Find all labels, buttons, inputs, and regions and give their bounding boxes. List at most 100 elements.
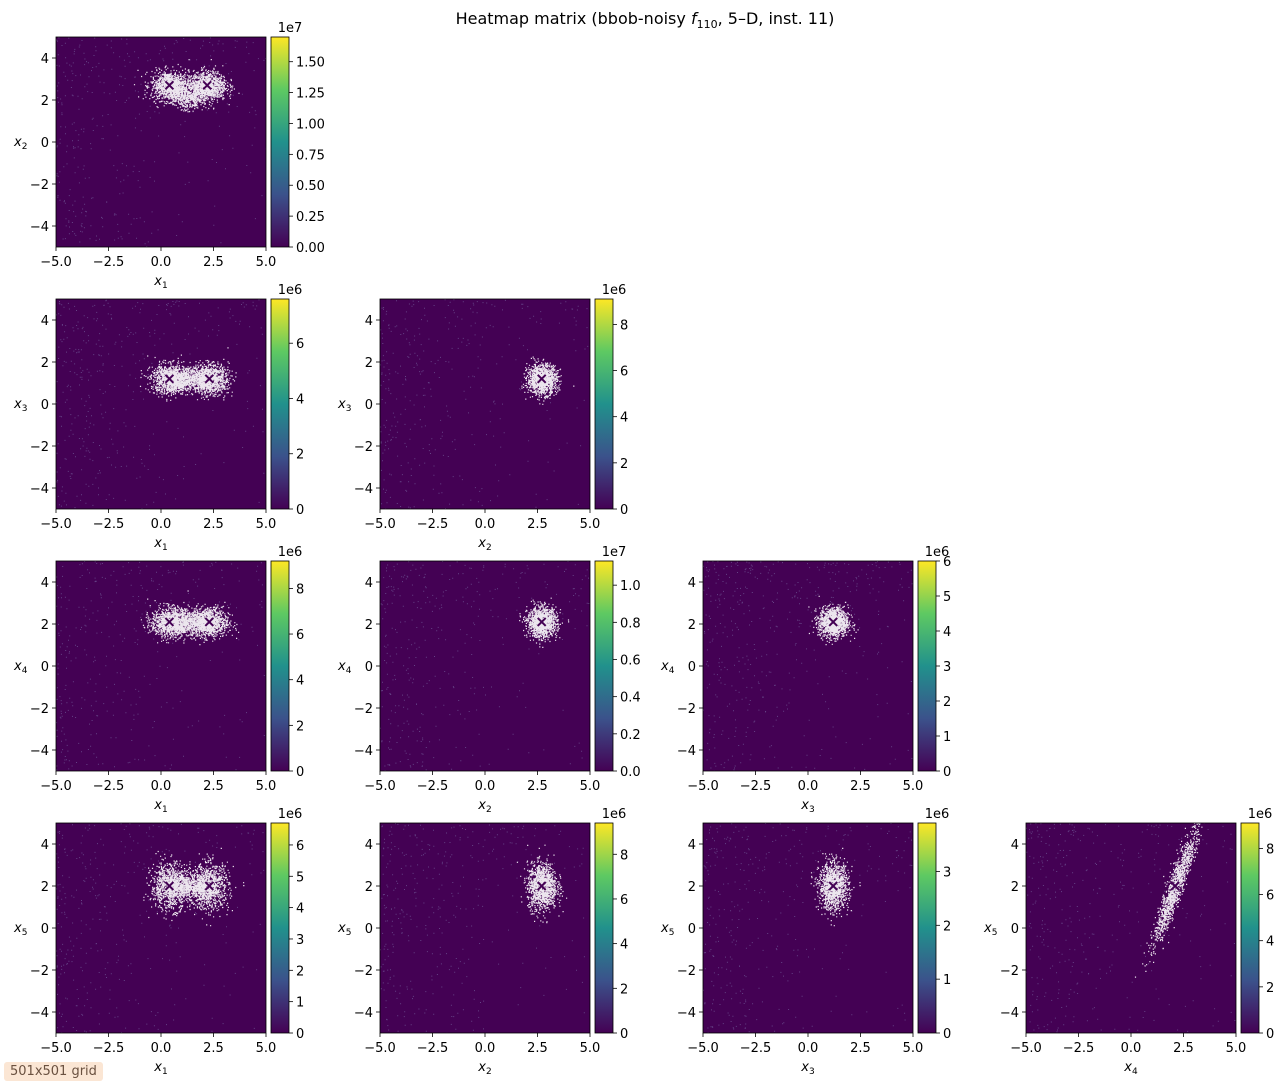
y-tick-label: 2 [1011,880,1019,895]
heatmap-area [1026,823,1236,1033]
y-tick-label: −4 [354,744,373,759]
y-tick-label: −2 [1000,964,1019,979]
colorbar-tick-label: 0.2 [620,728,641,743]
x-tick-label: −5.0 [40,517,72,532]
x-axis-label: x1 [153,536,167,553]
colorbar-tick-label: 2 [943,919,951,934]
y-tick-label: 2 [41,618,49,633]
colorbar-tick-label: 0.25 [296,210,325,225]
colorbar-tick-label: 6 [1266,889,1274,904]
y-tick-label: 4 [688,838,696,853]
heatmap-panel-x4-x5: −5.0 −2.5 0.0 2.5 5.0 −4 −2 0 2 4 x4 x5 0 2 4 6 8 1e6 [983,807,1274,1077]
x-tick-label: 5.0 [256,1041,277,1056]
colorbar: 0 1 2 3 1e6 [917,807,951,1042]
optimum-marker [536,617,547,627]
x-axis-label: x2 [477,798,491,815]
optimum-marker [204,881,215,891]
y-tick-label: 0 [1011,922,1019,937]
y-tick-label: −2 [30,178,49,193]
y-tick-label: 4 [41,576,49,591]
heatmap-cells [380,299,589,509]
heatmap-cells [1026,823,1236,1033]
colorbar-tick-label: 6 [296,839,304,854]
colorbar-tick-label: 1 [296,996,304,1011]
y-tick-label: −2 [354,702,373,717]
heatmap-panel-x1-x3: −5.0 −2.5 0.0 2.5 5.0 −4 −2 0 2 4 x1 x3 0 2 4 6 1e6 [13,283,304,553]
heatmap-panel-x1-x5: −5.0 −2.5 0.0 2.5 5.0 −4 −2 0 2 4 x1 x5 0 1 2 3 4 5 6 1e6 [13,807,304,1077]
heatmap-panel-x2-x3: −5.0 −2.5 0.0 2.5 5.0 −4 −2 0 2 4 x2 x3 0 2 4 6 8 1e6 [337,283,628,553]
y-tick-label: 0 [688,922,696,937]
x-tick-label: 2.5 [203,255,224,270]
colorbar-offset-label: 1e6 [278,283,303,298]
colorbar-tick-label: 0 [620,503,628,518]
x-tick-label: 0.0 [475,1041,496,1056]
y-tick-label: −4 [30,744,49,759]
x-axis-label: x1 [153,1060,167,1077]
heatmap-panel-x2-x4: −5.0 −2.5 0.0 2.5 5.0 −4 −2 0 2 4 x2 x4 0.0 0.2 0.4 0.6… [337,545,641,815]
x-tick-label: 2.5 [203,779,224,794]
colorbar-tick-label: 2 [296,964,304,979]
colorbar-tick-label: 6 [620,893,628,908]
colorbar-tick-label: 2 [296,448,304,463]
colorbar-tick-label: 1.25 [296,87,325,102]
y-axis-label: x3 [13,397,27,414]
optimum-marker [1170,881,1180,891]
x-tick-label: −2.5 [1063,1041,1095,1056]
x-tick-label: 0.0 [151,1041,172,1056]
colorbar-tick-label: 3 [943,865,951,880]
x-tick-label: −5.0 [40,779,72,794]
x-tick-label: −2.5 [93,255,125,270]
colorbar-offset-label: 1e6 [278,807,303,822]
y-tick-label: 0 [688,660,696,675]
y-tick-label: −4 [30,220,49,235]
x-tick-label: 0.0 [475,779,496,794]
heatmap-area [703,561,913,771]
y-axis-label: x3 [337,397,351,414]
x-tick-label: −2.5 [740,1041,772,1056]
x-tick-label: −2.5 [93,779,125,794]
y-tick-label: −4 [30,1006,49,1021]
colorbar: 0.00 0.25 0.50 0.75 1.00 1.25 1.50 1e7 [270,21,325,256]
colorbar-tick-label: 0 [620,1027,628,1042]
heatmap-panel-x1-x2: −5.0 −2.5 0.0 2.5 5.0 −4 −2 0 2 4 x1 x2 0.00 0.25 0.50… [13,21,325,291]
x-tick-label: −2.5 [740,779,772,794]
x-axis-label: x4 [1123,1060,1138,1077]
y-tick-label: 0 [41,660,49,675]
colorbar-tick-label: 0 [296,503,304,518]
colorbar-tick-label: 0.50 [296,179,325,194]
y-axis-label: x4 [13,659,28,676]
x-tick-label: −5.0 [1010,1041,1042,1056]
colorbar-tick-label: 6 [296,628,304,643]
heatmap-cells [56,299,265,509]
heatmap-panel-x1-x4: −5.0 −2.5 0.0 2.5 5.0 −4 −2 0 2 4 x1 x4 0 2 4 6 8 1e6 [13,545,304,815]
x-axis-label: x3 [800,798,814,815]
colorbar-tick-label: 8 [620,848,628,863]
x-tick-label: 2.5 [527,1041,548,1056]
heatmap-panels: −5.0 −2.5 0.0 2.5 5.0 −4 −2 0 2 4 x1 x2 0.0 0 0.25 0.50… [13,21,1274,1077]
y-tick-label: −4 [677,744,696,759]
x-tick-label: 0.0 [475,517,496,532]
y-tick-label: 4 [1011,838,1019,853]
x-tick-label: 5.0 [1226,1041,1247,1056]
colorbar-offset-label: 1e6 [1248,807,1273,822]
y-tick-label: 2 [41,94,49,109]
y-tick-label: 0 [41,398,49,413]
y-tick-label: 2 [688,880,696,895]
x-tick-label: 5.0 [580,517,601,532]
figure-title: Heatmap matrix (bbob-noisy f110, 5–D, in… [456,9,835,31]
colorbar: 0.0 0.2 0.4 0.6 0.8 1.0 1e7 [594,545,641,780]
x-tick-label: 0.0 [151,517,172,532]
heatmap-area [56,823,266,1033]
heatmap-area [380,561,590,771]
colorbar-offset-label: 1e6 [925,807,950,822]
x-tick-label: −5.0 [364,517,396,532]
optimum-marker [828,617,838,627]
colorbar-tick-label: 4 [1266,935,1274,950]
colorbar-tick-label: 3 [296,933,304,948]
heatmap-area [380,823,590,1033]
x-tick-label: 5.0 [256,255,277,270]
heatmap-cells [380,823,585,1033]
y-tick-label: −2 [30,702,49,717]
optimum-marker [164,881,175,891]
